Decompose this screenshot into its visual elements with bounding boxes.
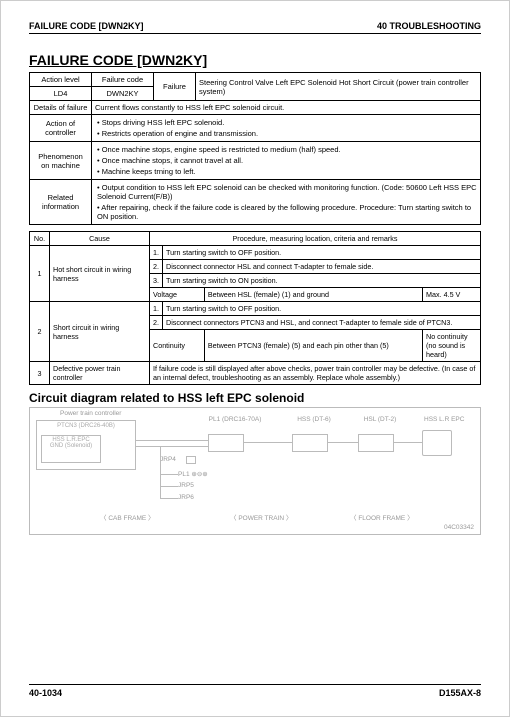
proc-row1-no: 1: [30, 246, 50, 302]
diag-cab: 〈 CAB FRAME 〉: [100, 512, 155, 522]
cell-details: Current flows constantly to HSS left EPC…: [92, 101, 481, 115]
proc-row1-s3: Turn starting switch to ON position.: [163, 274, 481, 288]
proc-row2-s2: Disconnect connectors PTCN3 and HSL, and…: [163, 316, 481, 330]
diag-wire: [394, 442, 422, 443]
diag-wire: [160, 446, 161, 498]
step-num: 2.: [150, 316, 163, 330]
diag-pl1b: PL1 ⊕⊖⊕: [178, 470, 208, 478]
diag-wire: [160, 486, 178, 487]
proc-row2-s1: Turn starting switch to OFF position.: [163, 302, 481, 316]
diag-hsslr: HSS L.R EPC: [424, 416, 464, 423]
proc-row1-mval: Max. 4.5 V: [423, 288, 481, 302]
diag-pl1-conn: [208, 434, 244, 452]
cell-action-level-val: LD4: [30, 87, 92, 101]
proc-row3-cause: Defective power train controller: [50, 362, 150, 385]
diag-wire: [160, 498, 178, 499]
diag-refnum: 04C03342: [444, 524, 474, 531]
diag-jrp5: JRP5: [178, 482, 194, 489]
cell-action-label: Action of controller: [30, 115, 92, 142]
proc-head-no: No.: [30, 232, 50, 246]
proc-row1-s1: Turn starting switch to OFF position.: [163, 246, 481, 260]
proc-head-proc: Procedure, measuring location, criteria …: [150, 232, 481, 246]
proc-row3-no: 3: [30, 362, 50, 385]
action-item: Restricts operation of engine and transm…: [97, 128, 477, 139]
diag-ptc-label: Power train controller: [60, 410, 121, 417]
proc-row2-cause: Short circuit in wiring harness: [50, 302, 150, 362]
action-item: Stops driving HSS left EPC solenoid.: [97, 117, 477, 128]
phenom-item: Once machine stops, engine speed is rest…: [97, 144, 477, 155]
diag-ptcn3-label: PTCN3 (DRC26-40B): [39, 423, 133, 429]
cell-details-label: Details of failure: [30, 101, 92, 115]
diag-gnd: GND (Solenoid): [43, 443, 99, 449]
procedure-table: No. Cause Procedure, measuring location,…: [29, 231, 481, 385]
circuit-diagram: Power train controller PTCN3 (DRC26-40B)…: [29, 407, 481, 535]
cell-related-label: Related information: [30, 180, 92, 225]
cell-related: Output condition to HSS left EPC solenoi…: [92, 180, 481, 225]
diag-ptcn3-block: PTCN3 (DRC26-40B) HSS L.R.EPC GND (Solen…: [36, 420, 136, 470]
diag-inner-block: HSS L.R.EPC GND (Solenoid): [41, 435, 101, 463]
step-num: 1.: [150, 302, 163, 316]
proc-row2-mloc: Between PTCN3 (female) (5) and each pin …: [204, 330, 422, 362]
diag-hsl-conn: [358, 434, 394, 452]
header-right: 40 TROUBLESHOOTING: [377, 21, 481, 31]
diag-wire: [136, 446, 208, 447]
cell-action: Stops driving HSS left EPC solenoid. Res…: [92, 115, 481, 142]
cell-failure-label: Failure: [154, 73, 196, 101]
diag-hss: HSS (DT-6): [294, 416, 334, 423]
diag-ff: 〈 FLOOR FRAME 〉: [350, 512, 414, 522]
diag-hsl: HSL (DT-2): [360, 416, 400, 423]
diag-wire: [136, 440, 208, 441]
info-table: Action level Failure code Failure Steeri…: [29, 72, 481, 225]
diag-epc-symbol: [422, 430, 452, 456]
cell-phenom: Once machine stops, engine speed is rest…: [92, 142, 481, 180]
proc-row3-text: If failure code is still displayed after…: [150, 362, 481, 385]
cell-failure-code-val: DWN2KY: [92, 87, 154, 101]
phenom-item: Machine keeps trning to left.: [97, 166, 477, 177]
step-num: 1.: [150, 246, 163, 260]
proc-row1-mloc: Between HSL (female) (1) and ground: [204, 288, 422, 302]
page-header: FAILURE CODE [DWN2KY] 40 TROUBLESHOOTING: [29, 21, 481, 34]
cell-action-level-label: Action level: [30, 73, 92, 87]
diag-pl1a: PL1 (DRC16-70A): [205, 416, 265, 423]
footer-left: 40-1034: [29, 688, 62, 698]
step-num: 3.: [150, 274, 163, 288]
circuit-diagram-title: Circuit diagram related to HSS left EPC …: [29, 391, 481, 405]
page-container: FAILURE CODE [DWN2KY] 40 TROUBLESHOOTING…: [1, 1, 509, 555]
diag-pt: 〈 POWER TRAIN 〉: [230, 512, 292, 522]
proc-head-cause: Cause: [50, 232, 150, 246]
diag-wire: [244, 442, 292, 443]
cell-failure-code-label: Failure code: [92, 73, 154, 87]
proc-row2-no: 2: [30, 302, 50, 362]
diag-jrp6: JRP6: [178, 494, 194, 501]
proc-row1-mlabel: Voltage: [150, 288, 205, 302]
diag-wire: [328, 442, 358, 443]
phenom-item: Once machine stops, it cannot travel at …: [97, 155, 477, 166]
proc-row1-cause: Hot short circuit in wiring harness: [50, 246, 150, 302]
proc-row2-mlabel: Continuity: [150, 330, 205, 362]
proc-row1-s2: Disconnect connector HSL and connect T-a…: [163, 260, 481, 274]
related-item: Output condition to HSS left EPC solenoi…: [97, 182, 477, 202]
header-left: FAILURE CODE [DWN2KY]: [29, 21, 144, 31]
failure-code-title: FAILURE CODE [DWN2KY]: [29, 52, 481, 68]
diag-hss-conn: [292, 434, 328, 452]
diag-wire: [160, 474, 178, 475]
proc-row2-mval: No continuity (no sound is heard): [423, 330, 481, 362]
footer-right: D155AX-8: [439, 688, 481, 698]
diag-jrp4: JRP4: [160, 456, 176, 463]
cell-phenom-label: Phenomenon on machine: [30, 142, 92, 180]
step-num: 2.: [150, 260, 163, 274]
related-item: After repairing, check if the failure co…: [97, 202, 477, 222]
page-footer: 40-1034 D155AX-8: [29, 684, 481, 698]
cell-failure-desc: Steering Control Valve Left EPC Solenoid…: [196, 73, 481, 101]
diag-jrp4-conn: [186, 456, 196, 464]
